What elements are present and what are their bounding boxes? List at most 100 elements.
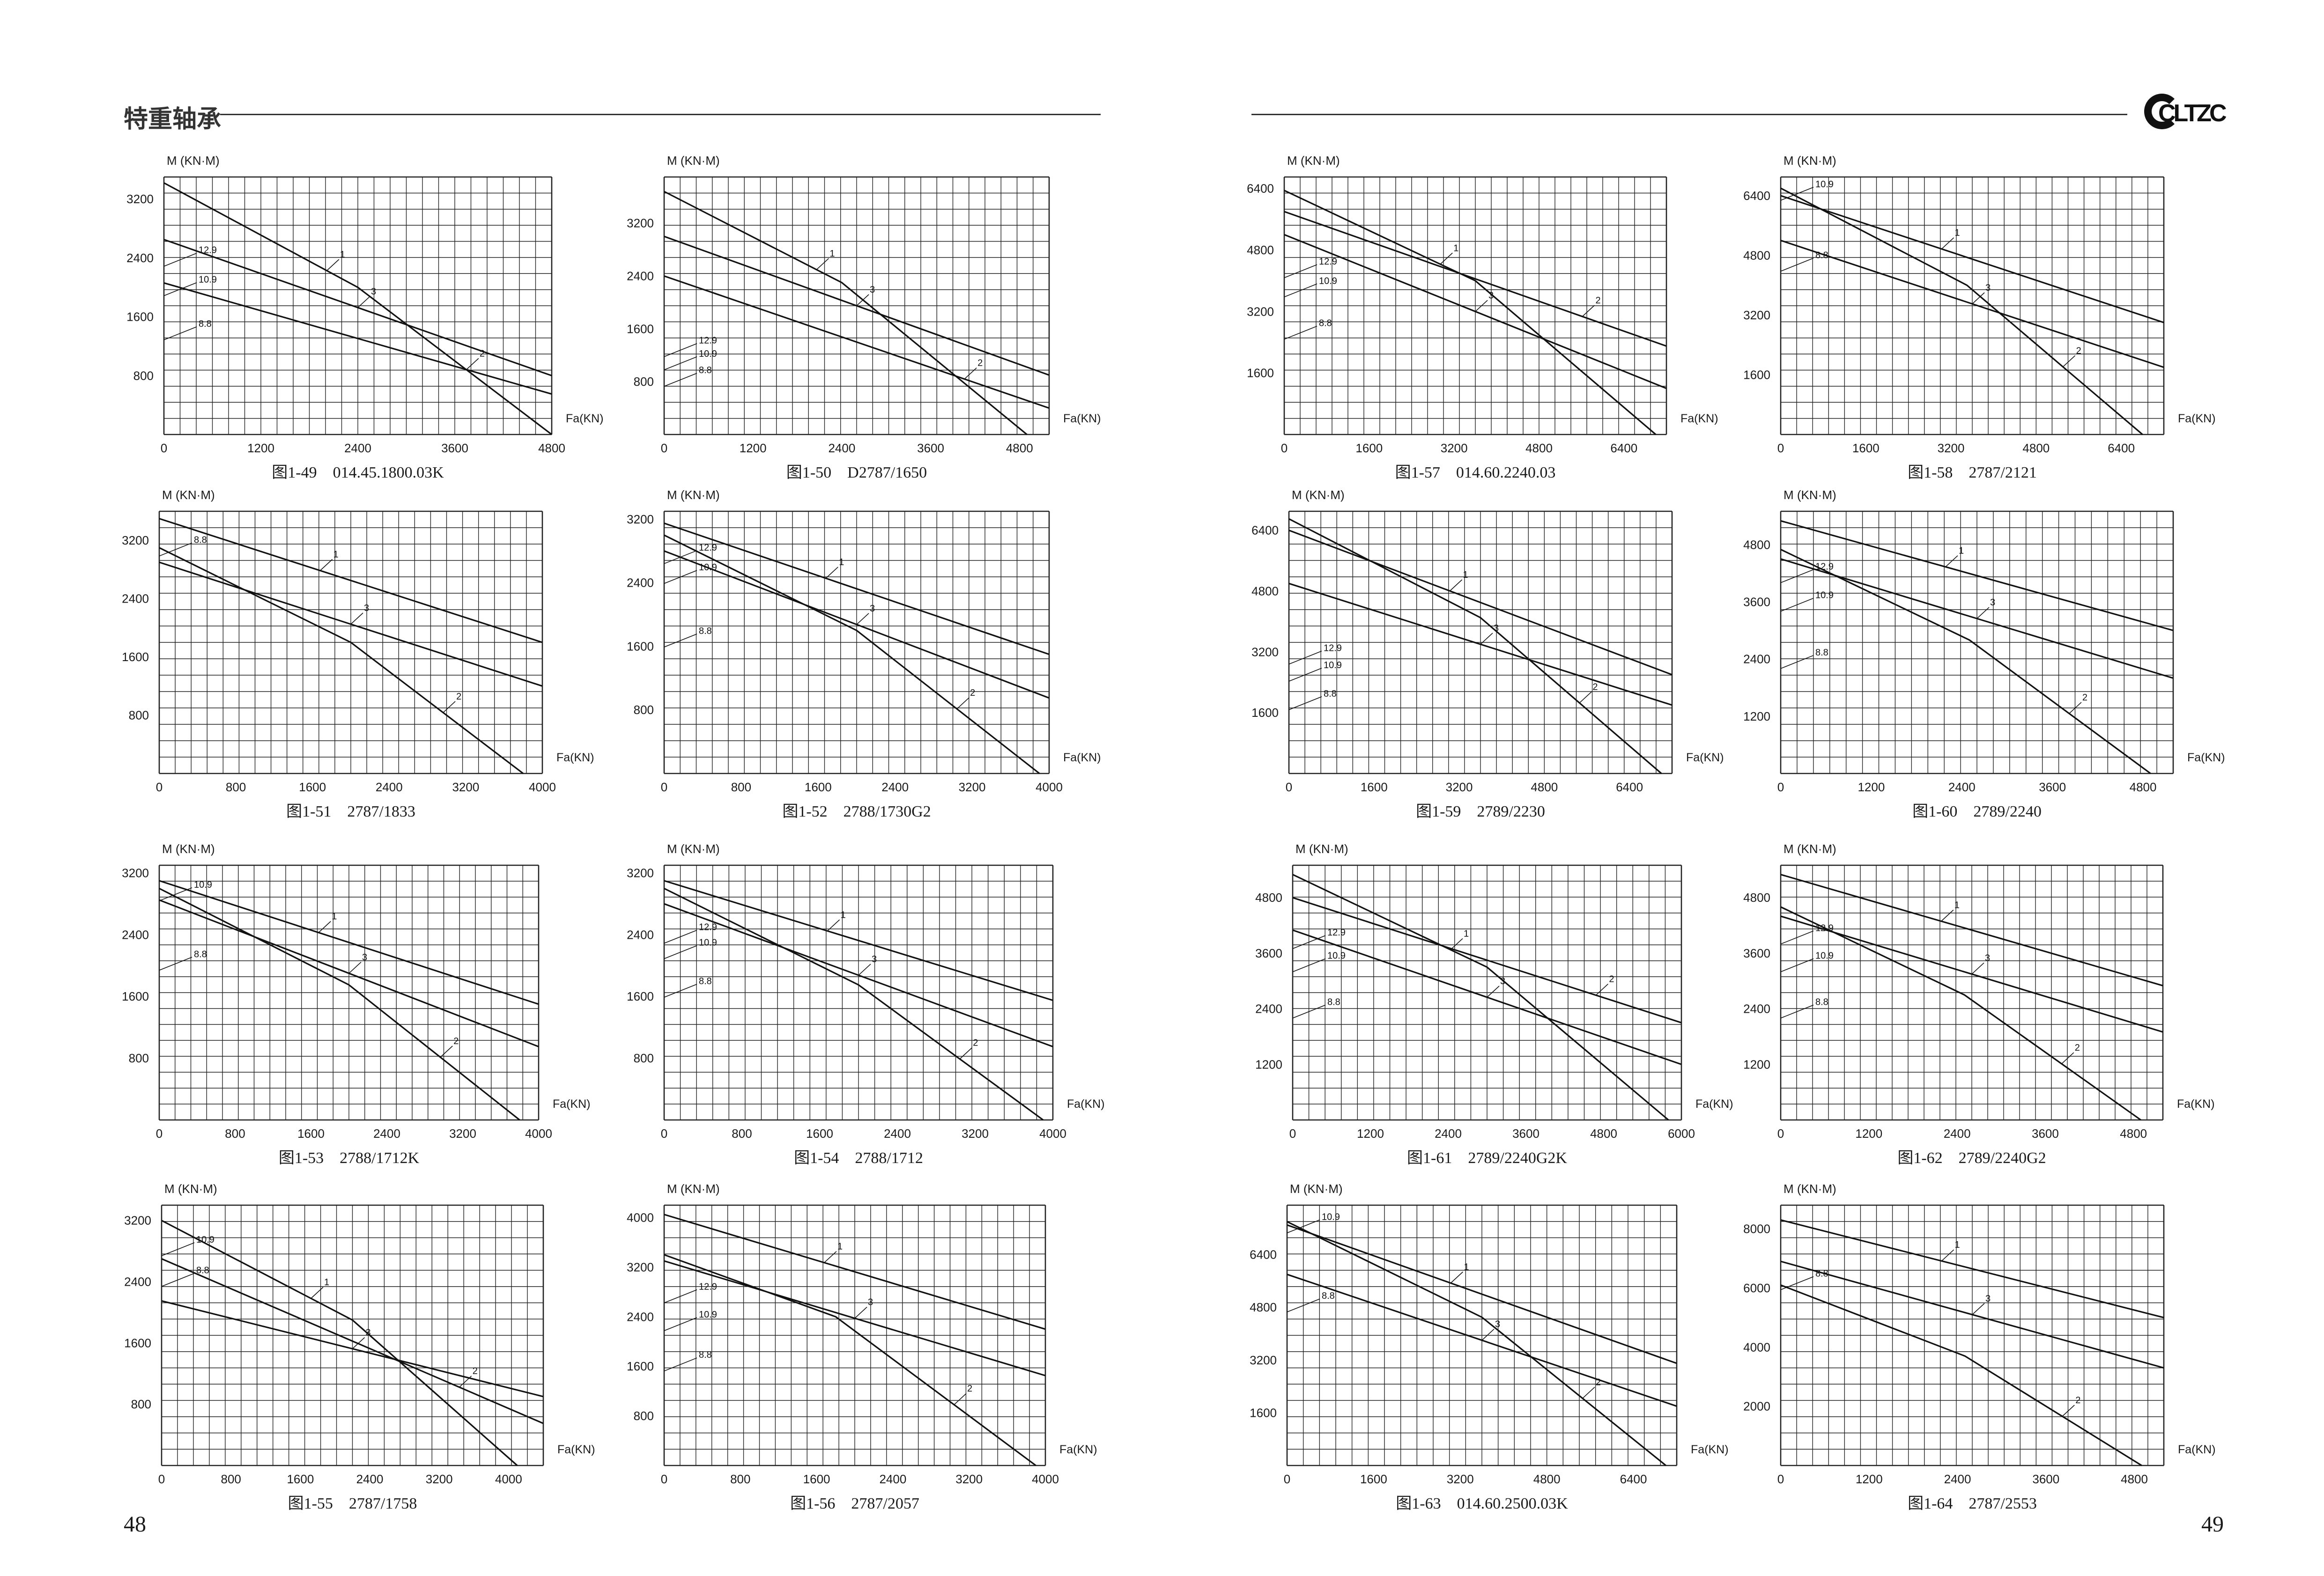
x-axis-label: Fa(KN) <box>1695 1097 1733 1111</box>
grade-label: 8.8 <box>1815 997 1828 1008</box>
x-tick-label: 0 <box>1777 780 1784 794</box>
x-axis-label: Fa(KN) <box>1691 1443 1729 1456</box>
grade-leader <box>1780 655 1814 669</box>
grade-leader <box>1780 187 1814 201</box>
series-leader <box>1971 962 1984 975</box>
x-tick-label: 3200 <box>959 780 986 794</box>
chart-3: 800 1600 2400 3200 0 800 1600 2400 3200 4000 M (KN… <box>122 488 594 820</box>
series-leader <box>964 367 977 380</box>
chart-caption: 图1-49 014.45.1800.03K <box>272 464 444 481</box>
grade-label: 12.9 <box>199 245 217 256</box>
grade-label: 8.8 <box>699 976 712 987</box>
section-title: 特重轴承 <box>124 105 222 133</box>
x-tick-label: 2400 <box>344 441 371 455</box>
grade-leader <box>1292 1004 1326 1019</box>
grade-label: 10.9 <box>1324 660 1342 670</box>
grade-label: 8.8 <box>1815 648 1828 658</box>
page-number-right: 49 <box>2201 1512 2224 1537</box>
grade-leader <box>1780 1276 1814 1290</box>
x-tick-label: 800 <box>732 1127 752 1141</box>
grade-leader <box>1780 958 1814 972</box>
y-tick-label: 3200 <box>1247 304 1274 318</box>
chart-9: 1600 3200 4800 6400 0 1600 3200 4800 6400 M (KN·M… <box>1247 154 1718 481</box>
y-axis-label: M (KN·M) <box>1784 1182 1836 1196</box>
x-tick-label: 1200 <box>247 441 274 455</box>
series-label: 3 <box>1500 976 1505 987</box>
x-axis-label: Fa(KN) <box>553 1097 591 1111</box>
series-leader <box>858 964 871 976</box>
series-leader <box>825 567 838 579</box>
x-tick-label: 1600 <box>1361 780 1388 794</box>
grade-leader <box>163 326 197 340</box>
series-leader <box>440 1046 453 1058</box>
series-label: 3 <box>868 1297 873 1308</box>
series-line-3 <box>163 239 552 376</box>
chart-2: 800 1600 2400 3200 0 1200 2400 3600 4800 M (KN·M)… <box>627 154 1101 481</box>
series-line-2 <box>159 888 520 1121</box>
grade-leader <box>664 945 697 959</box>
y-axis-label: M (KN·M) <box>1784 488 1836 502</box>
series-label: 1 <box>1959 546 1964 556</box>
chart-caption: 图1-60 2789/2240 <box>1912 803 2042 820</box>
y-tick-label: 2400 <box>627 1310 654 1324</box>
series-line-2 <box>1292 897 1682 1024</box>
grade-leader <box>664 1317 697 1331</box>
series-leader <box>1976 607 1990 619</box>
series-leader <box>1941 1249 1954 1261</box>
x-tick-label: 0 <box>661 441 667 455</box>
series-label: 2 <box>2076 346 2081 356</box>
series-line-3 <box>1292 929 1682 1065</box>
y-tick-label: 3200 <box>1251 645 1279 659</box>
y-tick-label: 800 <box>129 708 149 722</box>
series-line-2 <box>1780 1284 2142 1466</box>
x-tick-label: 0 <box>661 780 667 794</box>
series-label: 3 <box>870 285 875 295</box>
series-label: 1 <box>829 249 835 259</box>
series-label: 3 <box>1985 953 1990 963</box>
logo-text: CLTZC <box>2158 100 2227 127</box>
x-tick-label: 4000 <box>1036 780 1063 794</box>
series-line-2 <box>1288 518 1662 774</box>
page-number-left: 48 <box>124 1512 146 1537</box>
x-axis-label: Fa(KN) <box>1686 751 1724 764</box>
grade-label: 8.8 <box>194 949 207 959</box>
series-leader <box>320 559 333 571</box>
series-leader <box>466 358 479 370</box>
series-leader <box>1582 305 1595 317</box>
y-tick-label: 1600 <box>1247 366 1274 380</box>
x-tick-label: 0 <box>158 1472 165 1486</box>
series-line-2 <box>664 888 1044 1121</box>
x-tick-label: 3600 <box>1512 1127 1539 1141</box>
header-rule-right <box>1251 114 2127 115</box>
chart-caption: 图1-58 2787/2121 <box>1908 464 2037 481</box>
y-tick-label: 6400 <box>1250 1248 1277 1262</box>
series-label: 2 <box>970 688 975 698</box>
y-tick-label: 2400 <box>1743 652 1770 666</box>
chart-caption: 图1-55 2787/1758 <box>288 1495 417 1512</box>
series-label: 2 <box>473 1366 478 1377</box>
y-tick-label: 6000 <box>1743 1281 1770 1295</box>
grade-leader <box>1288 650 1322 665</box>
series-leader <box>854 1307 867 1319</box>
grade-leader <box>1284 283 1317 298</box>
grade-label: 8.8 <box>196 1266 209 1276</box>
grade-label: 8.8 <box>199 319 212 329</box>
y-axis-label: M (KN·M) <box>1287 154 1340 168</box>
series-label: 2 <box>456 692 461 702</box>
y-tick-label: 1200 <box>1743 709 1770 723</box>
x-tick-label: 0 <box>1777 1127 1784 1141</box>
y-tick-label: 800 <box>634 703 654 717</box>
grade-label: 10.9 <box>1322 1212 1340 1222</box>
grade-label: 10.9 <box>1815 590 1834 601</box>
grade-label: 8.8 <box>1815 1269 1828 1279</box>
grade-leader <box>664 343 697 357</box>
x-tick-label: 1200 <box>1357 1127 1384 1141</box>
series-line-2 <box>1780 549 2151 774</box>
series-leader <box>443 701 456 713</box>
x-tick-label: 3600 <box>2039 780 2066 794</box>
chart-caption: 图1-63 014.60.2500.03K <box>1396 1495 1568 1512</box>
series-leader <box>1475 300 1488 312</box>
x-axis-label: Fa(KN) <box>1059 1443 1097 1456</box>
chart-caption: 图1-59 2789/2230 <box>1416 803 1545 820</box>
grade-leader <box>664 929 697 944</box>
